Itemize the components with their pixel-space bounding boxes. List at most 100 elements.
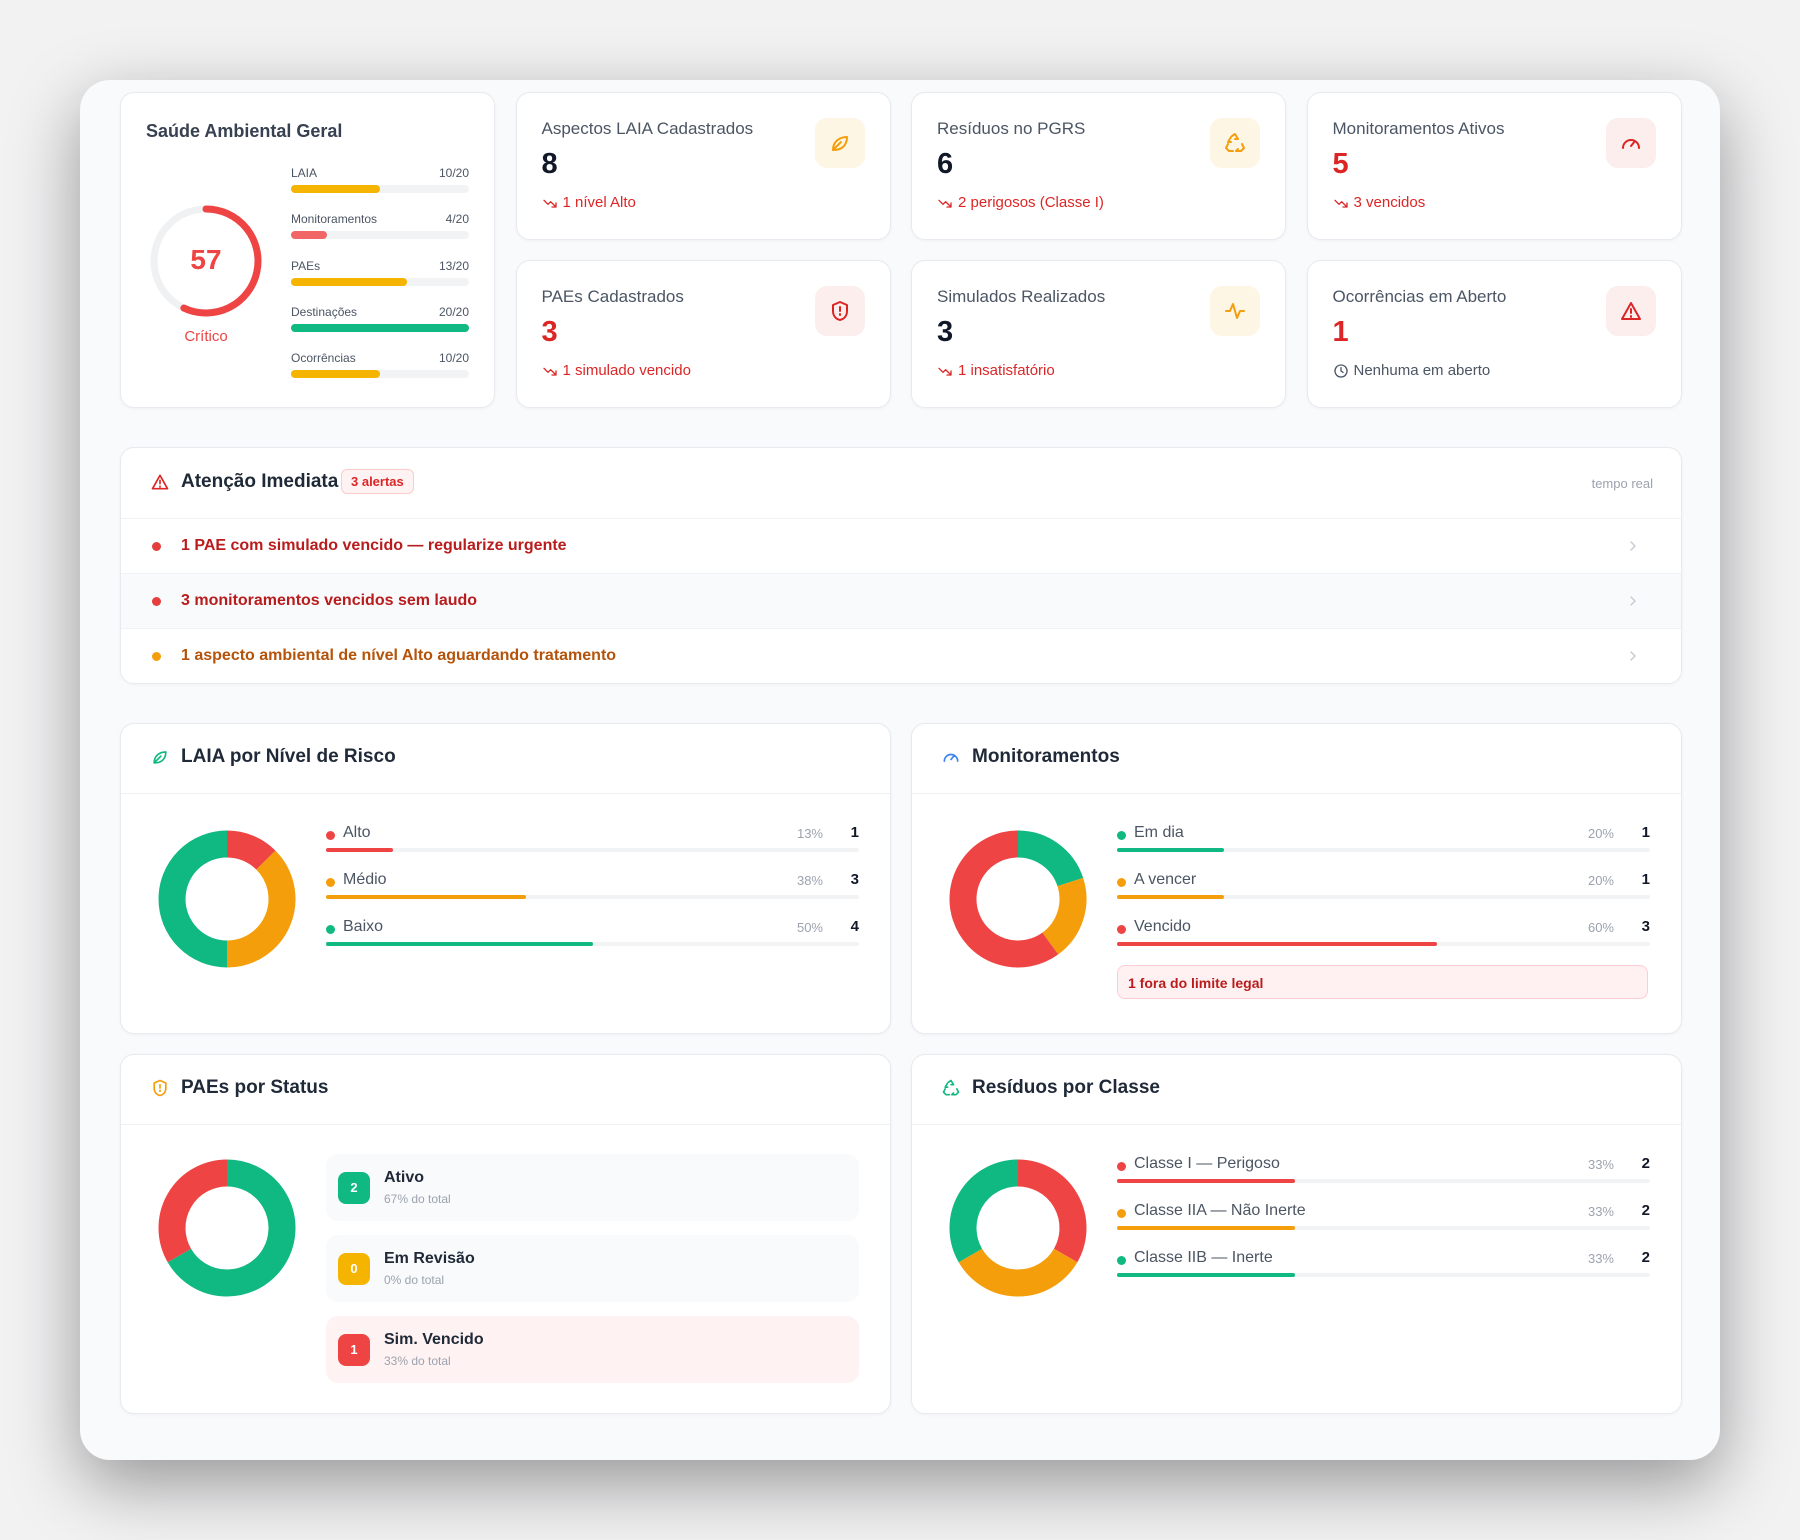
icon-path	[1225, 303, 1245, 319]
icon-path	[1630, 596, 1636, 606]
bar-track	[1117, 1179, 1650, 1183]
alert-row[interactable]: 1 aspecto ambiental de nível Alto aguard…	[121, 628, 1681, 683]
donut-segment	[226, 830, 276, 871]
alert-text: 1 PAE com simulado vencido — regularize …	[181, 537, 567, 554]
donut-segment	[949, 830, 1059, 968]
legend-name: Alto	[343, 824, 371, 841]
monitoring-panel: Monitoramentos Em dia 20% 1 A vencer 20% 1 Venc…	[911, 723, 1682, 1034]
icon-path	[942, 1079, 960, 1096]
gauge-arc	[180, 205, 262, 317]
icon	[1630, 541, 1636, 551]
health-card: Saúde Ambiental Geral 57 Crítico LAIA 10/20 M…	[120, 92, 495, 408]
kpi-card: Simulados Realizados 3 1 insatisfatório	[911, 260, 1286, 408]
bar-track	[326, 895, 859, 899]
donut-chart	[949, 1159, 1087, 1297]
donut-segment	[958, 1248, 1078, 1297]
metric-label: 10/20	[438, 166, 469, 180]
bar	[326, 895, 526, 899]
status-box: 2 Ativo 67% do total	[326, 1154, 859, 1221]
kpi-icon-box	[1605, 286, 1656, 336]
donut-segment	[167, 1159, 296, 1297]
kpi-title: Simulados Realizados	[937, 287, 1106, 306]
metric-name: Destinações	[291, 304, 358, 319]
donut-chart	[158, 1159, 296, 1297]
waste-panel: Resíduos por Classe Classe I — Perigoso 33…	[911, 1054, 1682, 1414]
legend-dot	[326, 878, 335, 887]
bar	[1117, 895, 1224, 899]
legend-count: 2	[1641, 1202, 1650, 1219]
panel-title: Resíduos por Classe	[972, 1077, 1160, 1098]
kpi-note: Nenhuma em aberto	[1353, 362, 1491, 379]
kpi-note: 1 simulado vencido	[562, 362, 691, 379]
bar	[326, 942, 593, 946]
icon	[1630, 596, 1636, 606]
legend-count: 1	[850, 824, 859, 841]
legend-name: Vencido	[1134, 918, 1191, 935]
donut-chart	[158, 830, 296, 968]
donut-segment	[949, 1159, 1019, 1263]
bar-track	[1117, 1226, 1650, 1230]
icon	[1225, 133, 1245, 152]
kpi-icon-box	[814, 118, 865, 168]
bar	[1117, 848, 1224, 852]
status-name: Sim. Vencido	[384, 1331, 484, 1348]
bar-track	[326, 848, 859, 852]
metric-label: 20/20	[438, 304, 469, 319]
kpi-card: Ocorrências em Aberto 1 Nenhuma em aberto	[1306, 260, 1682, 408]
legend-percent: 20%	[1587, 873, 1614, 888]
paes-panel: PAEs por Status 2 Ativo 67% do total 0 Em Rev…	[120, 1054, 891, 1414]
kpi-note: 2 perigosos (Classe I)	[958, 194, 1104, 211]
alert-row[interactable]: 3 monitoramentos vencidos sem laudo	[121, 573, 1681, 629]
bar-track	[1117, 1273, 1650, 1277]
alert-row[interactable]: 1 PAE com simulado vencido — regularize …	[121, 518, 1681, 574]
bar-track	[291, 185, 469, 193]
status-count: 0	[338, 1253, 370, 1285]
metric-name: Monitoramentos	[291, 212, 378, 227]
legend-dot	[326, 925, 335, 934]
legend-dot	[1117, 1162, 1126, 1171]
panel-header	[912, 724, 1681, 794]
legend-dot	[1117, 878, 1126, 887]
legend-dot	[1117, 925, 1126, 934]
bar-track	[291, 231, 469, 240]
kpi-card: Aspectos LAIA Cadastrados 8 1 nível Alto	[515, 92, 891, 240]
icon-path	[153, 751, 167, 764]
icon-path	[1620, 302, 1641, 320]
legend-percent: 33%	[1587, 1157, 1614, 1172]
kpi-note: 1 nível Alto	[562, 194, 636, 211]
icon-path	[938, 367, 952, 376]
panel-title: Monitoramentos	[972, 746, 1120, 767]
alert-text: 1 aspecto ambiental de nível Alto aguard…	[181, 647, 617, 664]
legend-dot	[1117, 1256, 1126, 1265]
gauge-status: Crítico	[184, 328, 228, 345]
kpi-value: 6	[937, 148, 954, 180]
alerts-title: Atenção Imediata	[181, 471, 339, 492]
bar	[326, 848, 393, 852]
bar	[291, 370, 380, 379]
icon	[943, 753, 959, 762]
legend-percent: 50%	[796, 920, 823, 935]
alert-dot	[152, 597, 161, 606]
kpi-value: 3	[541, 316, 558, 348]
panel-title: PAEs por Status	[181, 1077, 329, 1098]
icon-path	[1630, 541, 1636, 551]
icon	[1333, 364, 1348, 378]
kpi-icon-box	[814, 286, 865, 336]
alert-dot	[152, 652, 161, 661]
kpi-note: 1 insatisfatório	[958, 362, 1055, 379]
alerts-card: Atenção Imediata 3 alertas tempo real 1 PAE…	[120, 447, 1682, 684]
donut-segment	[1017, 1159, 1087, 1263]
donut-segment	[1041, 877, 1087, 955]
status-name: Ativo	[384, 1169, 424, 1186]
legend-count: 1	[1641, 871, 1650, 888]
bar	[1117, 1273, 1295, 1277]
legend-name: Em dia	[1134, 824, 1184, 841]
icon	[1621, 139, 1640, 149]
metric-name: Ocorrências	[291, 351, 356, 366]
bar-track	[326, 942, 859, 946]
icon	[831, 301, 848, 321]
icon-path	[1621, 139, 1640, 149]
status-name: Em Revisão	[384, 1250, 475, 1267]
gauge	[150, 205, 262, 317]
bar	[291, 323, 469, 332]
